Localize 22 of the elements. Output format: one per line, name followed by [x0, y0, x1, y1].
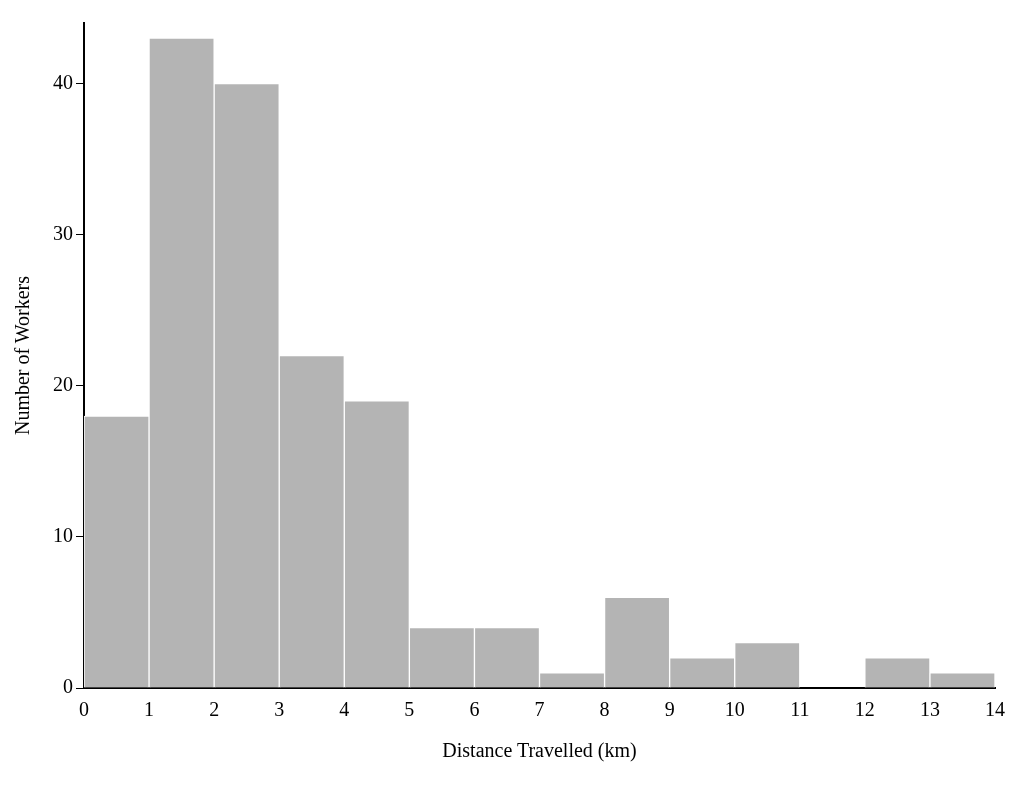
x-tick-label: 2: [209, 698, 220, 721]
y-tick-label: 20: [53, 372, 73, 395]
x-tick-label: 10: [724, 698, 745, 721]
x-axis-title: Distance Travelled (km): [442, 739, 637, 763]
x-tick-label: 4: [339, 698, 350, 721]
x-tick-label: 6: [469, 698, 480, 721]
x-tick-label: 1: [144, 698, 155, 721]
y-tick-label: 40: [53, 70, 73, 93]
x-tick-label: 0: [79, 698, 89, 721]
y-axis-title: Number of Workers: [11, 275, 34, 436]
x-tick-label: 7: [534, 698, 545, 721]
y-tick-label: 0: [63, 675, 73, 698]
x-tick-label: 5: [404, 698, 415, 721]
x-tick-label: 14: [985, 698, 1005, 721]
x-tick-label: 8: [599, 698, 610, 721]
x-tick-label: 12: [854, 698, 875, 721]
y-tick-label: 10: [53, 524, 73, 547]
x-tick-label: 3: [274, 698, 285, 721]
x-tick-label: 9: [664, 698, 675, 721]
x-tick-label: 13: [919, 698, 940, 721]
x-tick-label: 11: [790, 698, 810, 721]
y-tick-label: 30: [53, 221, 73, 244]
